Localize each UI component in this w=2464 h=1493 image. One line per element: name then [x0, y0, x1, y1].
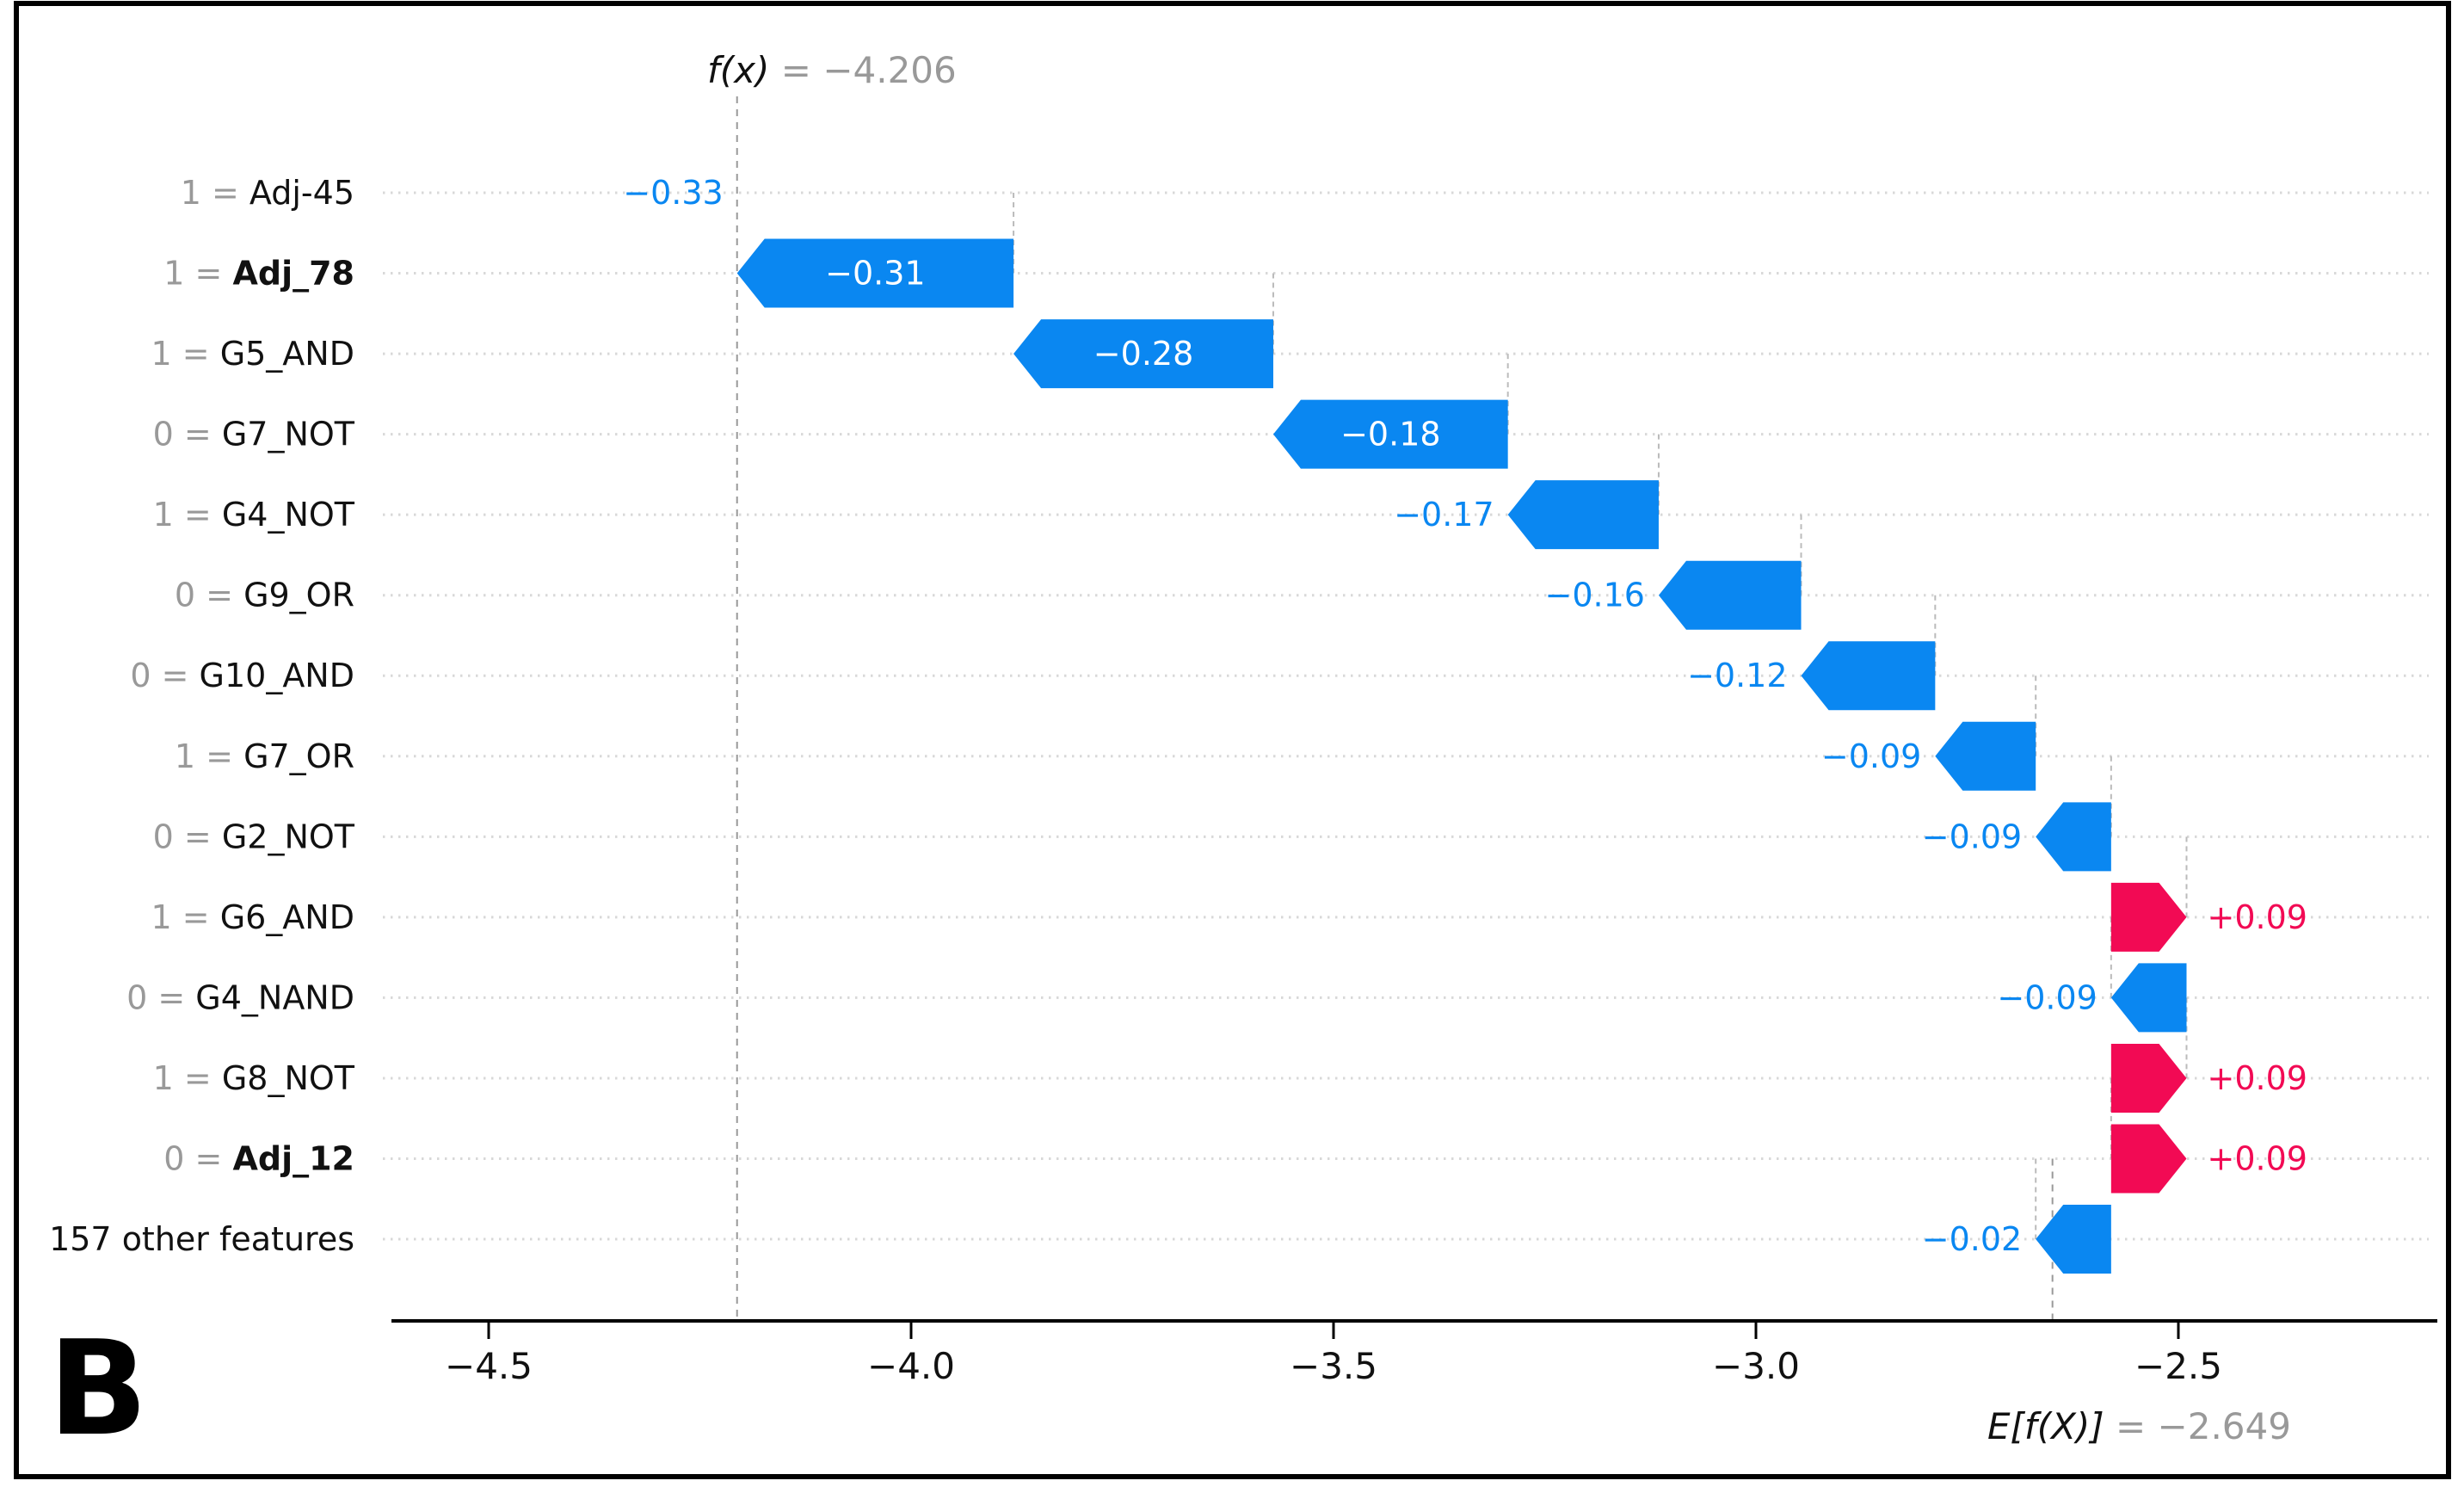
- waterfall-bar-adj-12: [2110, 1124, 2187, 1194]
- feature-label: 1 = G6_AND: [151, 898, 355, 936]
- feature-name: Adj_12: [232, 1139, 354, 1177]
- efx-annotation: E[f(X)] = −2.649: [1987, 1405, 2291, 1447]
- x-tick-label: −3.0: [1712, 1345, 1800, 1387]
- waterfall-bar-g7-or: [1935, 721, 2036, 791]
- feature-name: G5_AND: [220, 335, 354, 373]
- efx-annotation-name: E[f(X)]: [1987, 1405, 2104, 1447]
- feature-name: G7_NOT: [222, 416, 355, 453]
- feature-name: Adj-45: [249, 174, 354, 212]
- bar-value-label: −0.09: [1922, 817, 2022, 855]
- bar-value-label: −0.17: [1394, 496, 1494, 534]
- feature-value-prefix: 1 =: [153, 496, 222, 534]
- feature-name: G4_NOT: [222, 496, 355, 534]
- feature-label: 1 = Adj-45: [181, 174, 354, 212]
- feature-value-prefix: 0 =: [175, 577, 243, 614]
- bar-value-label: −0.18: [1340, 416, 1440, 453]
- feature-label: 0 = Adj_12: [163, 1139, 354, 1177]
- bar-value-label: +0.09: [2208, 1139, 2307, 1177]
- waterfall-bar-g10-and: [1801, 641, 1936, 711]
- feature-value-prefix: 1 =: [151, 898, 220, 936]
- bar-value-label: −0.33: [623, 174, 723, 212]
- bar-value-label: −0.09: [1997, 978, 2097, 1016]
- waterfall-bar-g4-not: [1507, 480, 1659, 550]
- feature-name: Adj_78: [232, 255, 354, 293]
- waterfall-bar-g5-and: [1013, 319, 1273, 389]
- feature-value-prefix: 1 =: [181, 174, 249, 212]
- feature-name: G7_OR: [243, 737, 354, 775]
- feature-value-prefix: 1 =: [151, 335, 220, 373]
- figure-frame: [14, 1, 2451, 1479]
- waterfall-bar-g8-not: [2110, 1043, 2187, 1113]
- bar-value-label: −0.09: [1821, 737, 1921, 775]
- panel-letter: B: [48, 1312, 148, 1465]
- feature-value-prefix: 1 =: [175, 737, 243, 775]
- bar-value-label: −0.31: [825, 255, 925, 293]
- feature-value-prefix: 0 =: [130, 657, 199, 694]
- feature-label: 0 = G10_AND: [130, 657, 354, 694]
- feature-name: 157 other features: [49, 1220, 354, 1258]
- fx-annotation-value: = −4.206: [769, 49, 956, 91]
- feature-value-prefix: 0 =: [153, 416, 222, 453]
- waterfall-bar-adj-78: [736, 238, 1014, 308]
- feature-label: 1 = G7_OR: [175, 737, 354, 775]
- feature-value-prefix: 1 =: [163, 255, 232, 293]
- feature-name: G2_NOT: [222, 817, 355, 855]
- feature-label: 1 = Adj_78: [163, 255, 354, 293]
- feature-label: 157 other features: [49, 1220, 354, 1258]
- feature-value-prefix: 0 =: [153, 817, 222, 855]
- waterfall-bar-g2-not: [2036, 802, 2111, 872]
- feature-label: 1 = G5_AND: [151, 335, 355, 373]
- bar-value-label: −0.16: [1545, 577, 1645, 614]
- x-tick-label: −4.0: [867, 1345, 955, 1387]
- waterfall-bar-g6-and: [2110, 882, 2187, 952]
- waterfall-bar-157-other-features: [2036, 1205, 2111, 1274]
- waterfall-bar-g4-nand: [2110, 963, 2187, 1033]
- feature-label: 1 = G4_NOT: [153, 496, 355, 534]
- waterfall-bar-g9-or: [1658, 560, 1802, 630]
- fx-annotation: f(x) = −4.206: [707, 49, 957, 91]
- bar-value-label: −0.02: [1922, 1220, 2022, 1258]
- x-tick-label: −3.5: [1290, 1345, 1377, 1387]
- feature-label: 0 = G9_OR: [175, 577, 354, 614]
- feature-name: G8_NOT: [222, 1059, 355, 1097]
- chart-generated-layer: −0.33 1 = Adj-45 −0.31 1 = Adj_78 −0.28 1 = G…: [49, 96, 2437, 1387]
- feature-label: 0 = G7_NOT: [153, 416, 355, 453]
- x-tick-label: −2.5: [2134, 1345, 2222, 1387]
- bar-value-label: −0.28: [1093, 335, 1193, 373]
- efx-annotation-value: = −2.649: [2104, 1405, 2291, 1447]
- feature-name: G10_AND: [200, 657, 354, 694]
- feature-value-prefix: 0 =: [163, 1139, 232, 1177]
- feature-name: G6_AND: [220, 898, 354, 936]
- bar-value-label: +0.09: [2208, 1059, 2307, 1097]
- bar-value-label: +0.09: [2208, 898, 2307, 936]
- bar-value-label: −0.12: [1687, 657, 1787, 694]
- waterfall-bar-g7-not: [1272, 399, 1508, 469]
- feature-label: 1 = G8_NOT: [153, 1059, 355, 1097]
- x-tick-label: −4.5: [445, 1345, 533, 1387]
- feature-label: 0 = G4_NAND: [126, 978, 354, 1016]
- fx-annotation-name: f(x): [707, 49, 769, 91]
- feature-value-prefix: 1 =: [153, 1059, 222, 1097]
- feature-name: G4_NAND: [195, 978, 354, 1016]
- feature-name: G9_OR: [243, 577, 354, 614]
- feature-value-prefix: 0 =: [126, 978, 195, 1016]
- feature-label: 0 = G2_NOT: [153, 817, 355, 855]
